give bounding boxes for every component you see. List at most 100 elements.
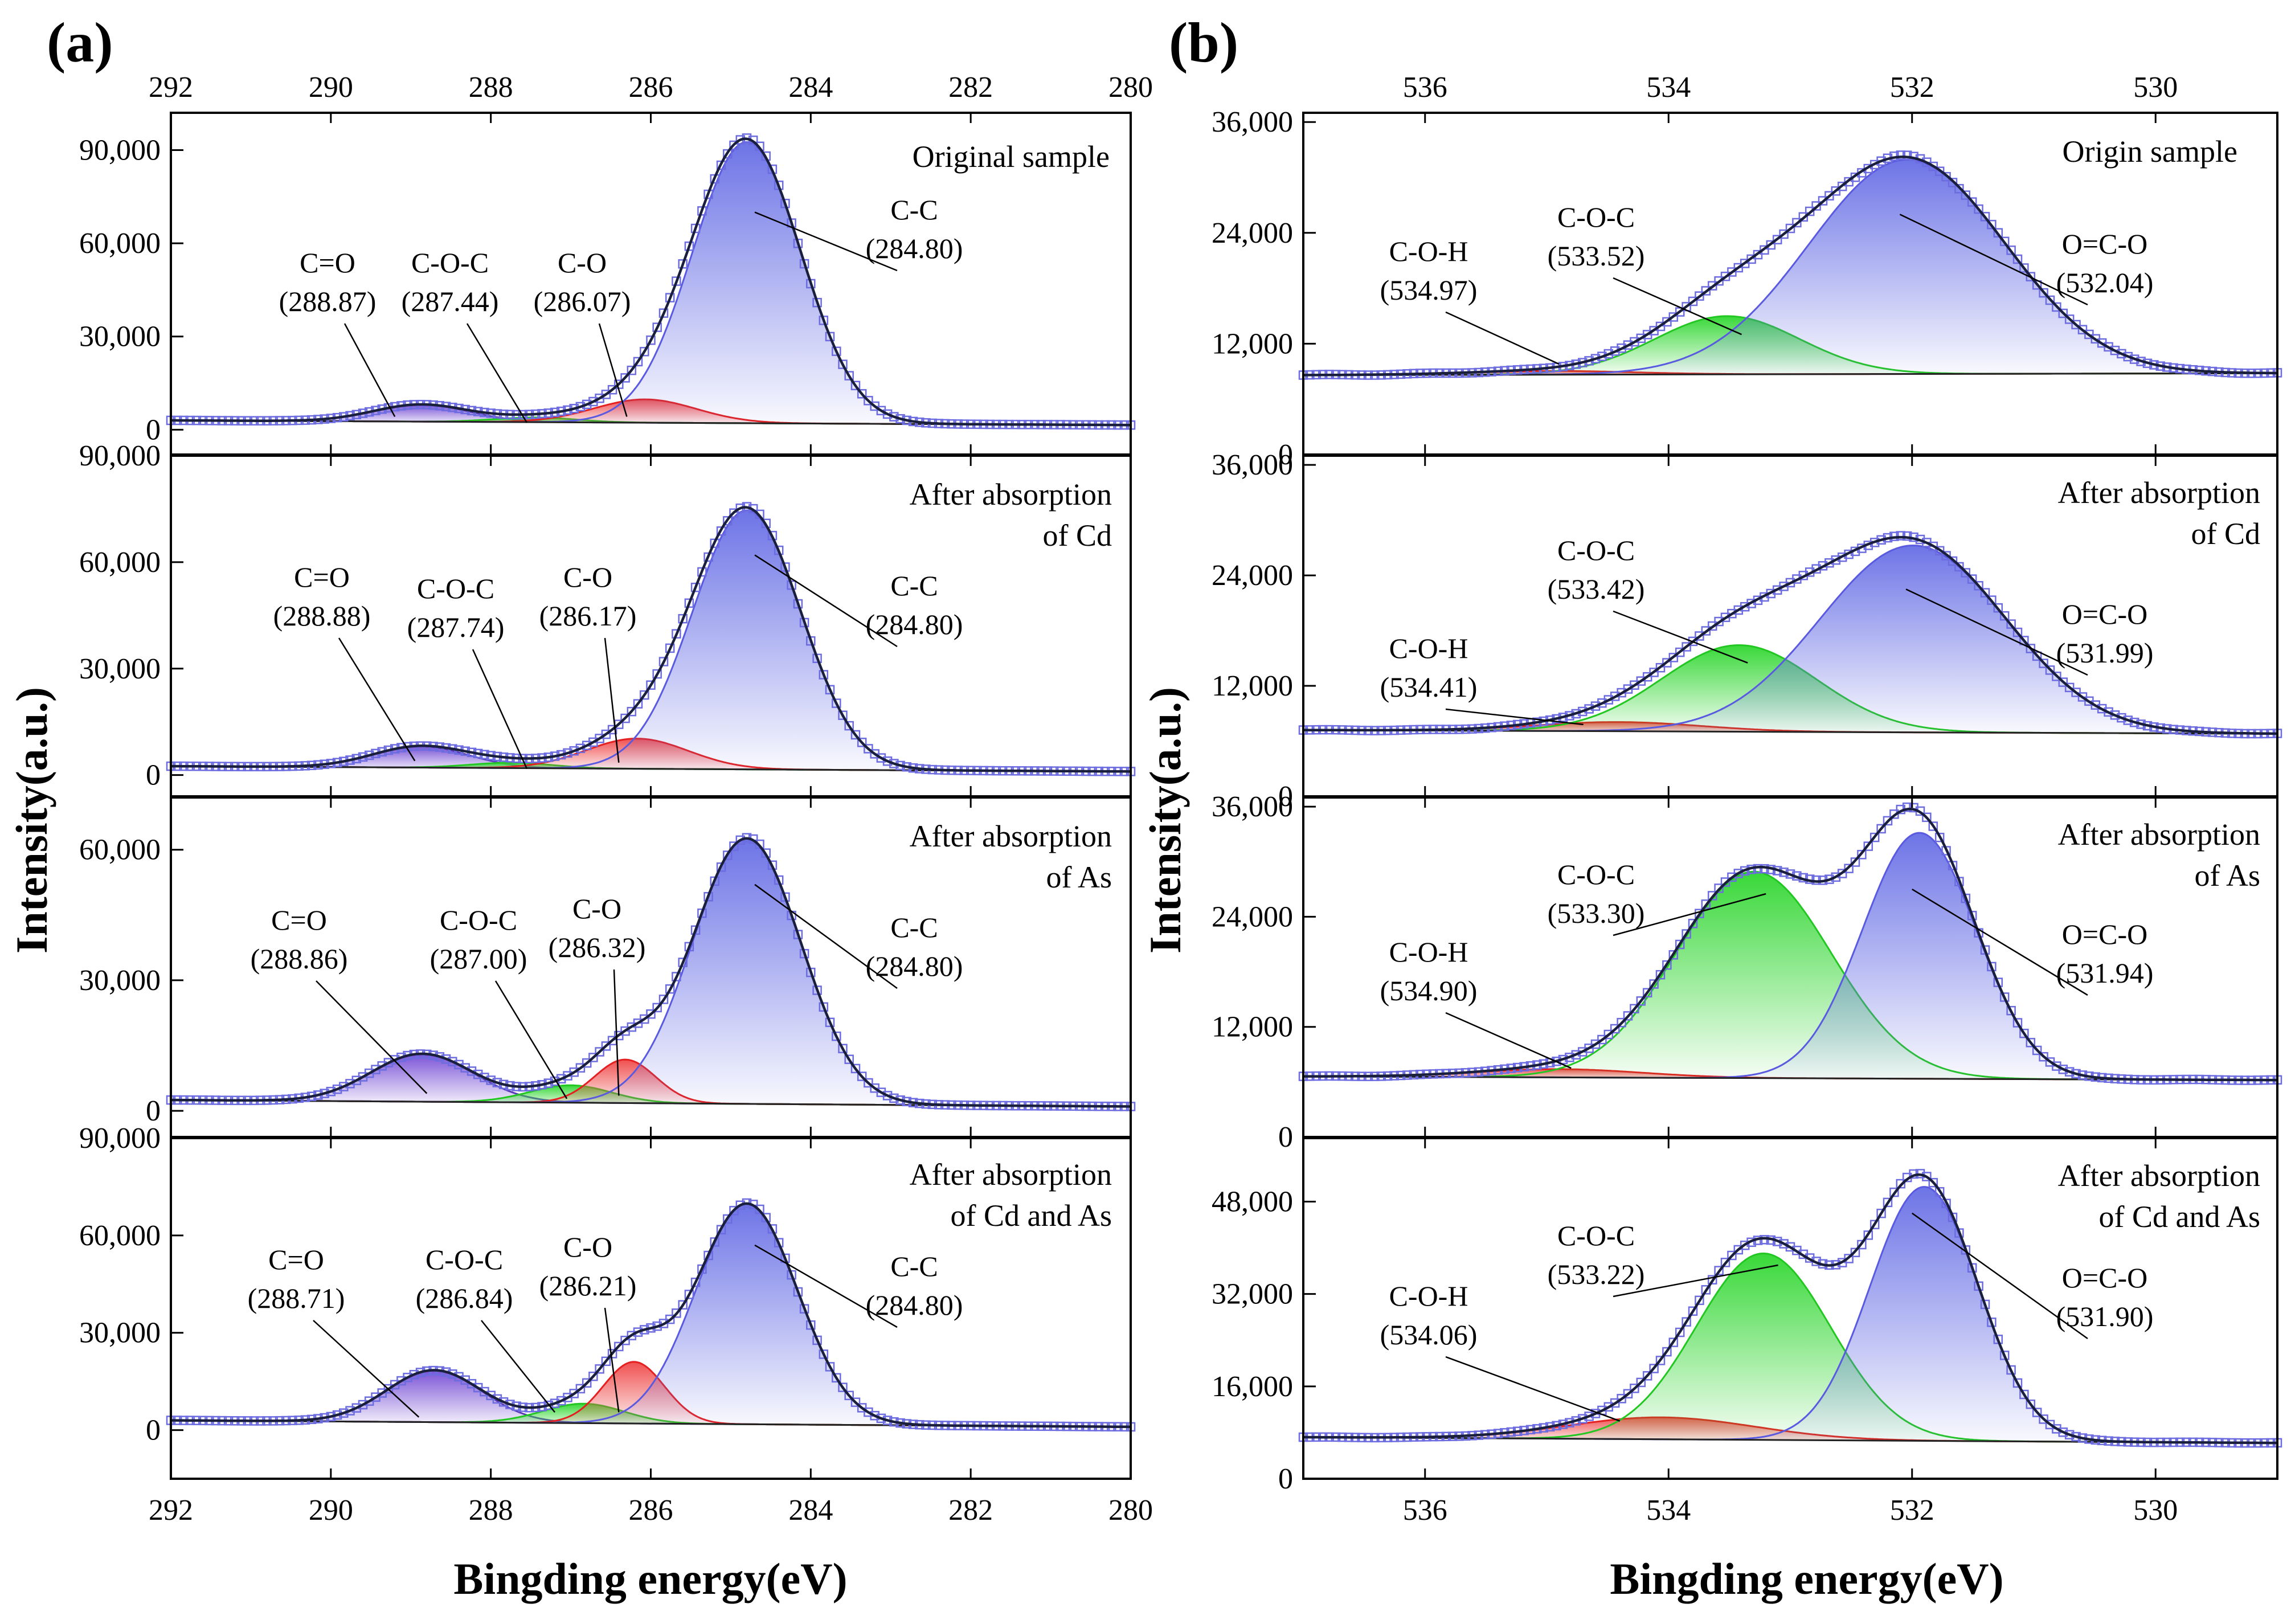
raw-point [2019, 1389, 2029, 1400]
y-tick-label: 0 [146, 414, 161, 446]
raw-point [652, 1003, 662, 1013]
raw-point [614, 1341, 624, 1352]
y-tick-label: 36,000 [1212, 791, 1293, 823]
x-tick-label-bottom: 290 [309, 1494, 353, 1527]
raw-point [1590, 701, 1601, 711]
raw-point [1974, 204, 1983, 214]
raw-point [1928, 161, 1938, 171]
fitted-envelope [171, 1202, 1131, 1429]
raw-point [850, 1397, 861, 1407]
raw-point [1688, 636, 1698, 647]
raw-point [678, 1300, 688, 1310]
raw-point [633, 699, 643, 709]
peak-name-label: O=C-O [2062, 1262, 2147, 1294]
raw-point [2006, 1365, 2016, 1375]
sample-label: of Cd and As [2099, 1200, 2261, 1234]
y-tick-label: 12,000 [1212, 670, 1293, 702]
raw-point [1928, 1177, 1938, 1188]
raw-point [1948, 556, 1958, 566]
raw-point [1662, 658, 1672, 668]
raw-point [1701, 1285, 1711, 1295]
peak-name-label: C=O [268, 1243, 324, 1275]
raw-point [1630, 1004, 1639, 1014]
raw-point [665, 643, 675, 653]
raw-point [448, 1369, 457, 1379]
leader-line [604, 1307, 620, 1413]
peak-position-label: (286.07) [534, 285, 631, 317]
peak-area-c-o [171, 1370, 1131, 1427]
raw-point [1896, 1179, 1906, 1189]
leader-line [604, 637, 620, 763]
raw-point [882, 1091, 893, 1101]
raw-point [2006, 1005, 2016, 1016]
peak-position-label: (284.80) [866, 950, 963, 982]
fitted-envelope [1303, 807, 2277, 1082]
raw-point [575, 743, 586, 754]
raw-point [1584, 704, 1594, 714]
x-tick-label-top: 286 [629, 71, 673, 104]
raw-point [729, 841, 739, 851]
raw-point [729, 1206, 739, 1216]
raw-point [1850, 1247, 1860, 1258]
raw-point [473, 1069, 483, 1079]
peak-position-label: (288.71) [248, 1282, 345, 1314]
raw-point [1623, 340, 1633, 350]
leader-line [313, 1320, 420, 1418]
sample-label: After absorption [2058, 817, 2260, 852]
raw-point [838, 1044, 848, 1054]
raw-point [755, 509, 764, 519]
y-tick-label: 24,000 [1212, 901, 1293, 933]
x-tick-label-top: 530 [2133, 71, 2178, 104]
raw-point [1766, 240, 1776, 250]
fitted-envelope [171, 837, 1131, 1108]
raw-point [844, 1054, 854, 1064]
peak-position-label: (534.41) [1380, 671, 1478, 703]
x-tick-label-top: 282 [948, 71, 993, 104]
raw-point [723, 149, 733, 159]
raw-point [1727, 1250, 1737, 1261]
raw-point [1760, 245, 1769, 255]
leader-line [343, 323, 396, 418]
x-tick-label-bottom: 530 [2133, 1494, 2178, 1527]
raw-point [646, 335, 656, 345]
leader-line [316, 980, 428, 1094]
raw-point [1967, 574, 1977, 584]
peak-name-label: C-C [890, 1250, 938, 1282]
raw-point [1740, 1240, 1750, 1250]
panel-b-1: 0 12,000 24,000 36,000 536 534 532 530 Origin sa… [1212, 71, 2282, 471]
panel-b-3: 0 12,000 24,000 36,000 After absorption of As… [1212, 791, 2282, 1153]
raw-point [2026, 1399, 2036, 1409]
raw-point [2032, 1045, 2042, 1056]
x-axis-title-a: Bingding energy(eV) [453, 1554, 847, 1603]
raw-point [684, 942, 694, 952]
raw-point [588, 1053, 598, 1062]
raw-point [640, 690, 649, 700]
raw-point [1682, 1317, 1691, 1327]
y-tick-label: 60,000 [79, 546, 161, 579]
leader-line [1912, 889, 2088, 996]
raw-point [1863, 1230, 1873, 1240]
peak-name-label: C-O-H [1389, 235, 1468, 267]
raw-point [1948, 178, 1958, 187]
raw-point [1831, 555, 1841, 565]
raw-point [832, 346, 841, 356]
raw-point [652, 322, 662, 332]
sample-label: After absorption [2058, 1159, 2260, 1193]
raw-point [646, 680, 656, 690]
raw-point [2039, 288, 2048, 298]
y-tick-label: 16,000 [1212, 1371, 1293, 1403]
raw-point [864, 1078, 873, 1088]
raw-point [2019, 263, 2029, 273]
raw-point [723, 1214, 733, 1224]
leader-line [1613, 1264, 1778, 1298]
raw-point [1993, 228, 2003, 238]
leader-line [1445, 1356, 1621, 1422]
raw-point [1857, 850, 1867, 860]
raw-point [1869, 832, 1880, 842]
raw-point [2110, 345, 2120, 355]
peak-position-label: (287.44) [402, 285, 499, 317]
raw-point [1896, 531, 1906, 541]
raw-point [2012, 627, 2023, 637]
raw-point [1934, 1187, 1945, 1197]
raw-point [876, 1413, 886, 1423]
